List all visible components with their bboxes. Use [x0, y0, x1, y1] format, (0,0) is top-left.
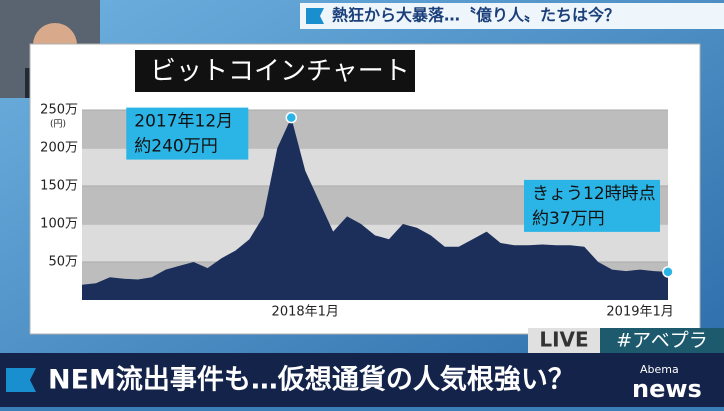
annotation-box — [126, 107, 249, 160]
annotation-box — [524, 179, 660, 232]
banner-box — [300, 3, 724, 29]
y-tick-label: 250万 — [40, 103, 78, 118]
annotation-text: 約240万円 — [134, 137, 217, 157]
live-label: LIVE — [539, 328, 588, 352]
x-tick-label: 2019年1月 — [606, 305, 673, 320]
hashtag-box — [600, 328, 724, 353]
y-unit: (円) — [50, 119, 66, 130]
y-tick-label: 50万 — [48, 255, 78, 270]
annotation-text: きょう12時時点 — [532, 184, 656, 204]
annotation-text: 約37万円 — [532, 209, 605, 229]
y-tick-label: 200万 — [40, 141, 78, 156]
area — [82, 117, 668, 300]
chart-title: ビットコインチャート — [150, 57, 410, 87]
logo-brand: Abema — [640, 363, 679, 376]
annotation-marker — [285, 111, 298, 124]
headline-bar — [0, 353, 724, 407]
annotation-marker — [662, 266, 674, 278]
annotation-text: 2017年12月 — [134, 112, 233, 132]
x-tick-label: 2018年1月 — [272, 305, 339, 320]
banner-text: 熱狂から大暴落…〝億り人〟たちは今？ — [332, 6, 620, 25]
live-box — [528, 328, 600, 353]
chart-title-box — [135, 50, 415, 92]
plot: 50万 100万 150万 200万 250万(円) 2018年1月 2019年1月 2017… — [40, 103, 674, 320]
y-tick-label: 100万 — [40, 217, 78, 232]
banner-flag — [306, 8, 324, 24]
headline-flag — [6, 368, 36, 392]
y-tick-label: 150万 — [40, 179, 78, 194]
hashtag: #アベプラ — [616, 330, 708, 352]
headline: NEM流出事件も…仮想通貨の人気根強い？ — [48, 364, 575, 396]
logo-name: news — [632, 375, 702, 403]
